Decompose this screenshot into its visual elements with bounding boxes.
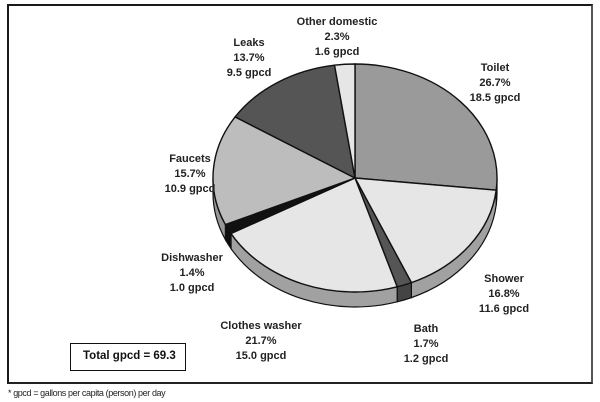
label-dishwasher: Dishwasher 1.4% 1.0 gpcd	[161, 252, 223, 294]
total-gpcd-box: Total gpcd = 69.3	[70, 343, 186, 371]
pie-slice-leaks	[234, 64, 356, 180]
label-toilet: Toilet 26.7% 18.5 gpcd	[469, 62, 521, 104]
footnote: * gpcd = gallons per capita (person) per…	[8, 388, 166, 398]
pie-slice-clothes-washer	[229, 177, 399, 293]
label-shower: Shower 16.8% 11.6 gpcd	[478, 273, 530, 315]
pie-slice-other-domestic	[333, 63, 356, 179]
pie-slice-toilet	[354, 63, 498, 191]
label-faucets: Faucets 15.7% 10.9 gpcd	[164, 153, 216, 195]
pie-slice-faucets	[212, 116, 357, 226]
label-bath: Bath 1.7% 1.2 gpcd	[403, 323, 449, 365]
label-clothes-washer: Clothes washer 21.7% 15.0 gpcd	[220, 320, 302, 362]
label-leaks: Leaks 13.7% 9.5 gpcd	[226, 37, 272, 79]
label-other-domestic: Other domestic 2.3% 1.6 gpcd	[296, 16, 378, 58]
pie-slice-shower	[353, 177, 497, 284]
